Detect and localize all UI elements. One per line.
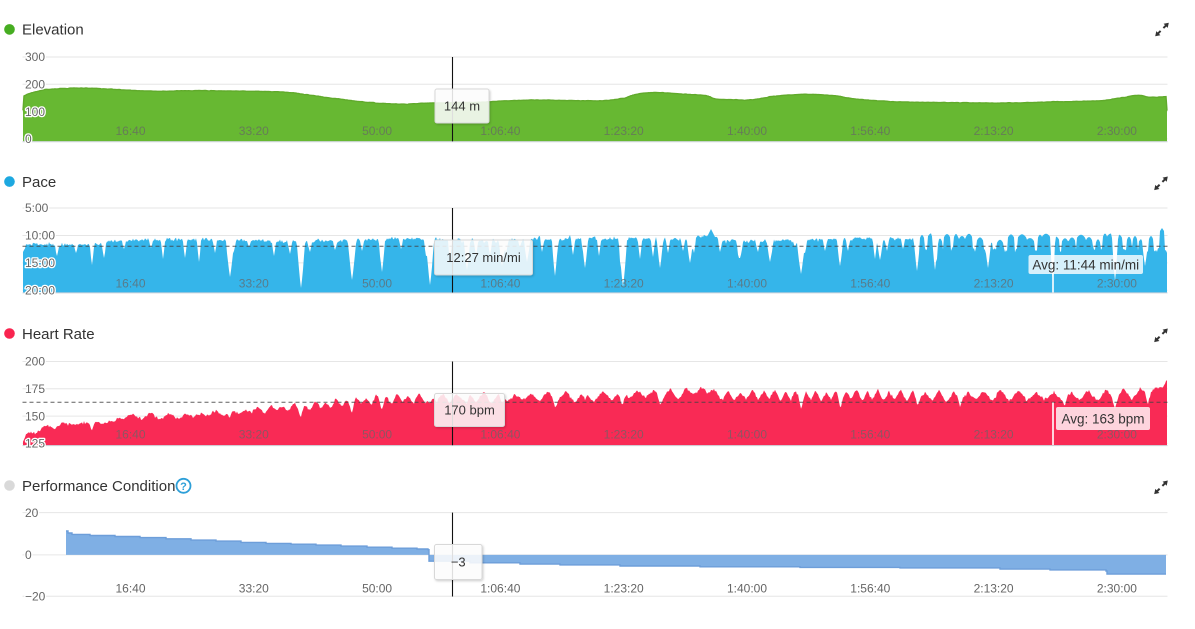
svg-text:0: 0 bbox=[25, 548, 32, 562]
svg-text:1:06:40: 1:06:40 bbox=[480, 582, 520, 596]
svg-text:1:06:40: 1:06:40 bbox=[480, 277, 520, 291]
svg-text:2:30:00: 2:30:00 bbox=[1097, 428, 1137, 442]
svg-text:1:56:40: 1:56:40 bbox=[850, 582, 890, 596]
svg-text:50:00: 50:00 bbox=[362, 582, 392, 596]
svg-text:200: 200 bbox=[25, 355, 45, 369]
svg-text:−3: −3 bbox=[451, 555, 466, 570]
svg-text:33:20: 33:20 bbox=[239, 428, 269, 442]
svg-text:50:00: 50:00 bbox=[362, 428, 392, 442]
svg-text:?: ? bbox=[180, 481, 187, 493]
svg-text:1:23:20: 1:23:20 bbox=[604, 428, 644, 442]
svg-text:1:06:40: 1:06:40 bbox=[480, 428, 520, 442]
svg-text:100: 100 bbox=[25, 105, 45, 119]
svg-text:5:00: 5:00 bbox=[25, 201, 49, 215]
svg-text:1:40:00: 1:40:00 bbox=[727, 582, 767, 596]
svg-text:1:40:00: 1:40:00 bbox=[727, 428, 767, 442]
svg-text:50:00: 50:00 bbox=[362, 277, 392, 291]
svg-text:10:00: 10:00 bbox=[25, 229, 55, 243]
svg-text:20:00: 20:00 bbox=[25, 284, 55, 298]
svg-text:16:40: 16:40 bbox=[115, 277, 145, 291]
svg-text:33:20: 33:20 bbox=[239, 277, 269, 291]
svg-text:125: 125 bbox=[25, 437, 45, 451]
svg-text:300: 300 bbox=[25, 50, 45, 64]
svg-text:16:40: 16:40 bbox=[115, 428, 145, 442]
svg-text:1:40:00: 1:40:00 bbox=[727, 124, 767, 138]
svg-text:0: 0 bbox=[25, 132, 32, 146]
svg-text:1:23:20: 1:23:20 bbox=[604, 277, 644, 291]
svg-text:50:00: 50:00 bbox=[362, 124, 392, 138]
svg-text:2:13:20: 2:13:20 bbox=[974, 277, 1014, 291]
svg-text:15:00: 15:00 bbox=[25, 256, 55, 270]
svg-text:Avg: 163 bpm: Avg: 163 bpm bbox=[1061, 411, 1144, 426]
svg-text:1:56:40: 1:56:40 bbox=[850, 124, 890, 138]
svg-text:2:30:00: 2:30:00 bbox=[1097, 124, 1137, 138]
svg-text:33:20: 33:20 bbox=[239, 582, 269, 596]
svg-text:150: 150 bbox=[25, 409, 45, 423]
svg-text:175: 175 bbox=[25, 382, 45, 396]
svg-text:1:06:40: 1:06:40 bbox=[480, 124, 520, 138]
svg-text:2:30:00: 2:30:00 bbox=[1097, 277, 1137, 291]
svg-text:−20: −20 bbox=[25, 590, 46, 604]
svg-text:33:20: 33:20 bbox=[239, 124, 269, 138]
svg-text:2:30:00: 2:30:00 bbox=[1097, 582, 1137, 596]
svg-text:170 bpm: 170 bpm bbox=[444, 403, 495, 418]
svg-text:20: 20 bbox=[25, 506, 39, 520]
svg-text:Performance Condition: Performance Condition bbox=[22, 478, 175, 495]
svg-text:Pace: Pace bbox=[22, 174, 56, 191]
svg-text:1:56:40: 1:56:40 bbox=[850, 277, 890, 291]
svg-text:16:40: 16:40 bbox=[115, 582, 145, 596]
svg-text:1:40:00: 1:40:00 bbox=[727, 277, 767, 291]
svg-text:2:13:20: 2:13:20 bbox=[974, 428, 1014, 442]
svg-text:16:40: 16:40 bbox=[115, 124, 145, 138]
svg-text:1:23:20: 1:23:20 bbox=[604, 124, 644, 138]
svg-text:1:23:20: 1:23:20 bbox=[604, 582, 644, 596]
svg-text:12:27 min/mi: 12:27 min/mi bbox=[446, 250, 521, 265]
svg-text:1:56:40: 1:56:40 bbox=[850, 428, 890, 442]
svg-text:2:13:20: 2:13:20 bbox=[974, 124, 1014, 138]
svg-text:Heart Rate: Heart Rate bbox=[22, 326, 95, 343]
svg-text:Avg: 11:44 min/mi: Avg: 11:44 min/mi bbox=[1032, 257, 1139, 272]
svg-text:144 m: 144 m bbox=[444, 99, 480, 114]
svg-text:200: 200 bbox=[25, 78, 45, 92]
svg-text:Elevation: Elevation bbox=[22, 22, 84, 39]
svg-text:2:13:20: 2:13:20 bbox=[974, 582, 1014, 596]
